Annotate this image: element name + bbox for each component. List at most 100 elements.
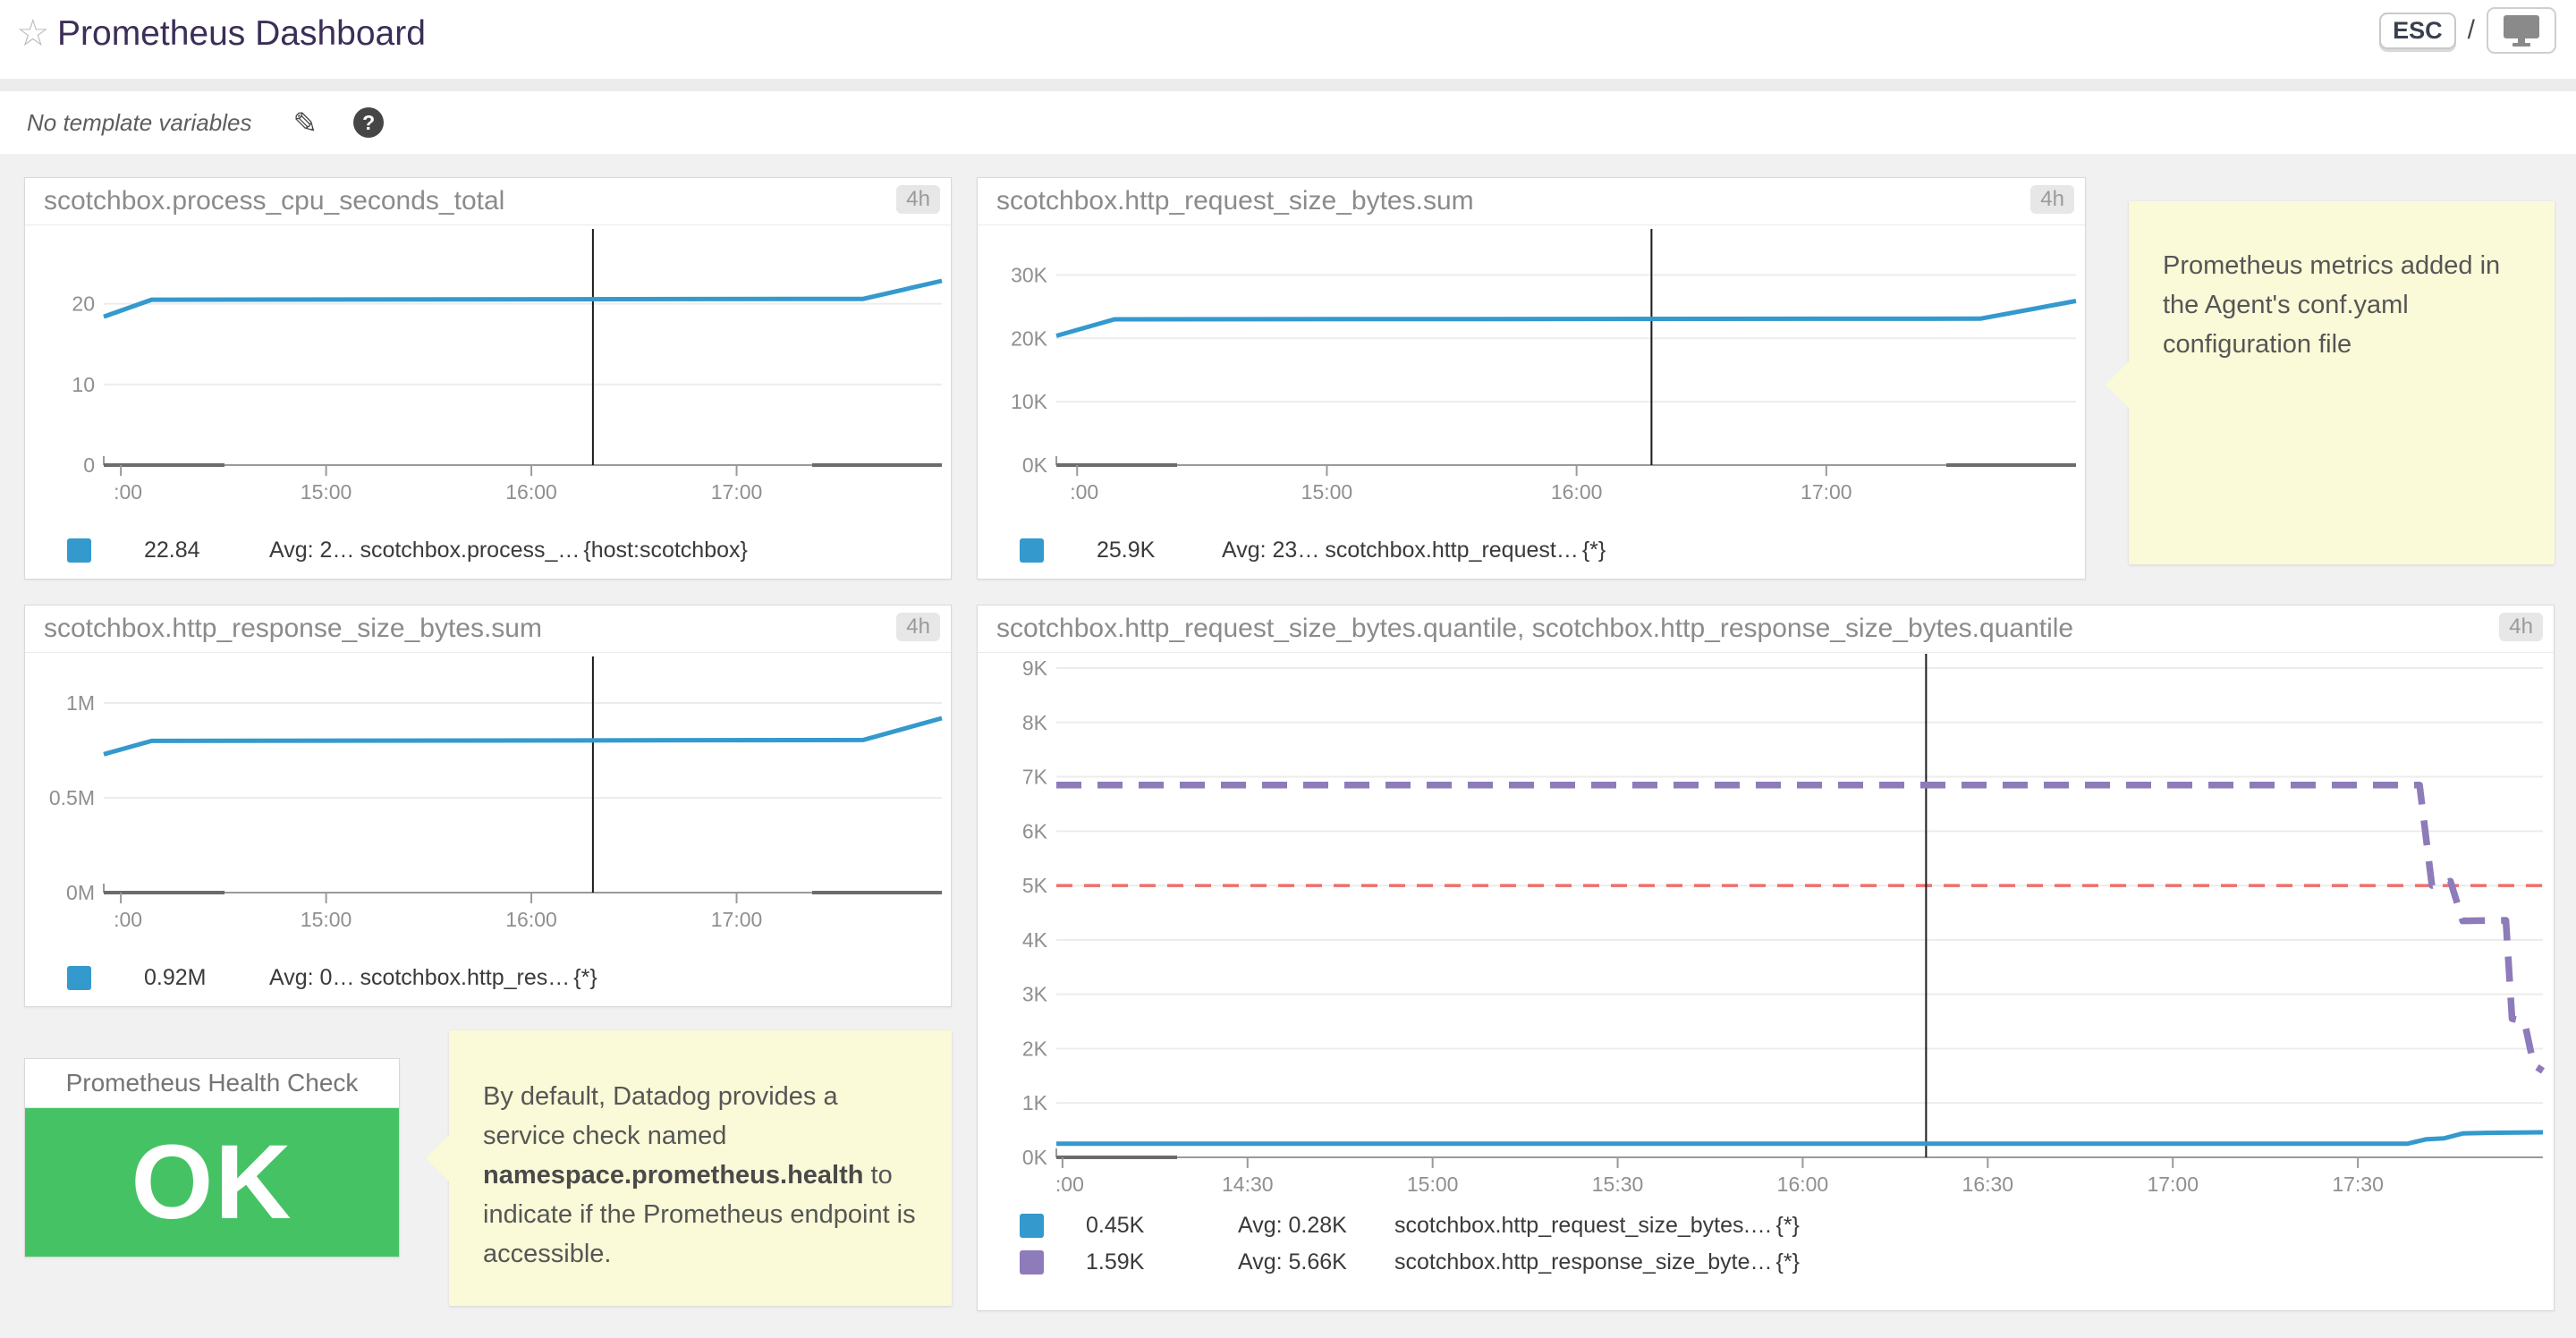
svg-text:17:00: 17:00 (1801, 480, 1852, 504)
svg-text:20K: 20K (1011, 326, 1048, 350)
svg-text:0K: 0K (1022, 453, 1048, 477)
svg-text:2K: 2K (1022, 1037, 1048, 1060)
legend-avg: Avg: 5.66K (1238, 1249, 1394, 1275)
health-check-title: Prometheus Health Check (25, 1059, 399, 1108)
chart-legend: 25.9KAvg: 23…scotchbox.http_request…{*} (978, 520, 2085, 580)
svg-text:30K: 30K (1011, 263, 1048, 286)
tv-mode-button[interactable] (2487, 7, 2556, 54)
legend-metric: scotchbox.http_res… (360, 965, 570, 991)
chart-card-process-cpu: scotchbox.process_cpu_seconds_total 4h 0… (24, 177, 952, 580)
chart-legend: 22.84Avg: 2…scotchbox.process_…{host:sco… (25, 520, 951, 580)
svg-text:14:30: 14:30 (1222, 1173, 1274, 1196)
svg-text:5K: 5K (1022, 874, 1048, 897)
svg-text:4K: 4K (1022, 928, 1048, 952)
timeframe-badge: 4h (896, 613, 940, 641)
svg-text:16:00: 16:00 (1551, 480, 1603, 504)
note-text: Prometheus metrics added in the Agent's … (2129, 201, 2555, 364)
health-check-widget: Prometheus Health Check OK (24, 1058, 400, 1258)
dashboard-header: ☆ Prometheus Dashboard ESC / (0, 0, 2576, 79)
svg-text:16:00: 16:00 (505, 480, 557, 504)
legend-avg: Avg: 2… (269, 538, 354, 563)
legend-avg: Avg: 0.28K (1238, 1213, 1394, 1239)
chart-plot[interactable]: 0K 10K 20K 30K :00 15:00 16:00 17:00 (978, 225, 2087, 521)
legend-row[interactable]: 22.84Avg: 2…scotchbox.process_…{host:sco… (67, 538, 951, 563)
svg-text:15:30: 15:30 (1592, 1173, 1644, 1196)
svg-text::00: :00 (114, 908, 142, 931)
svg-text:17:00: 17:00 (711, 480, 763, 504)
chart-title: scotchbox.process_cpu_seconds_total (25, 178, 951, 224)
chart-card-request-size: scotchbox.http_request_size_bytes.sum 4h… (977, 177, 2086, 580)
note-service-check: By default, Datadog provides a service c… (449, 1030, 952, 1306)
note-arrow (2106, 360, 2130, 409)
svg-text:17:30: 17:30 (2332, 1173, 2384, 1196)
svg-text:1M: 1M (66, 691, 95, 715)
legend-row[interactable]: 0.45KAvg: 0.28Kscotchbox.http_request_si… (1020, 1213, 2554, 1239)
svg-text:17:00: 17:00 (711, 908, 763, 931)
help-icon[interactable]: ? (353, 107, 384, 138)
chart-card-header: scotchbox.http_request_size_bytes.sum 4h (978, 178, 2085, 225)
svg-text:16:00: 16:00 (505, 908, 557, 931)
legend-swatch (1020, 1214, 1044, 1238)
svg-text:0: 0 (83, 453, 95, 477)
svg-text:0.5M: 0.5M (49, 786, 95, 809)
svg-text:15:00: 15:00 (301, 908, 352, 931)
page-title: Prometheus Dashboard (57, 14, 426, 54)
legend-scope: {*} (1775, 1249, 1799, 1275)
legend-row[interactable]: 25.9KAvg: 23…scotchbox.http_request…{*} (1020, 538, 2085, 563)
legend-swatch (67, 538, 91, 563)
svg-text::00: :00 (1070, 480, 1098, 504)
legend-scope: {*} (1582, 538, 1606, 563)
chart-card-header: scotchbox.http_response_size_bytes.sum 4… (25, 605, 951, 653)
note-text: By default, Datadog provides a service c… (449, 1030, 952, 1274)
shortcut-separator: / (2468, 15, 2475, 46)
timeframe-badge: 4h (2499, 613, 2543, 641)
chart-plot[interactable]: 0K1K2K3K4K5K6K7K8K9K:0014:3015:0015:3016… (978, 653, 2555, 1200)
svg-text:0M: 0M (66, 881, 95, 904)
svg-text:17:00: 17:00 (2147, 1173, 2199, 1196)
chart-plot[interactable]: 01020:0015:0016:0017:00 (25, 225, 953, 521)
chart-title: scotchbox.http_request_size_bytes.quanti… (978, 605, 2554, 652)
timeframe-badge: 4h (896, 185, 940, 214)
legend-metric: scotchbox.http_request… (1325, 538, 1579, 563)
svg-text:15:00: 15:00 (1301, 480, 1353, 504)
legend-scope: {host:scotchbox} (583, 538, 747, 563)
legend-value: 0.92M (144, 965, 269, 991)
svg-text:7K: 7K (1022, 766, 1048, 789)
legend-swatch (1020, 538, 1044, 563)
edit-pencil-icon[interactable]: ✎ (292, 108, 318, 138)
chart-title: scotchbox.http_response_size_bytes.sum (25, 605, 951, 652)
legend-value: 0.45K (1086, 1213, 1238, 1239)
chart-plot[interactable]: 0M 0.5M 1M :00 15:00 16:00 17:00 (25, 653, 953, 948)
esc-key-button[interactable]: ESC (2379, 13, 2456, 49)
legend-swatch (1020, 1250, 1044, 1274)
svg-text:16:00: 16:00 (1777, 1173, 1829, 1196)
legend-value: 22.84 (144, 538, 269, 563)
header-divider (0, 79, 2576, 91)
template-variables-label: No template variables (27, 109, 251, 137)
template-variables-bar: No template variables ✎ ? (0, 91, 2576, 154)
favorite-star-icon[interactable]: ☆ (16, 14, 50, 52)
health-check-status: OK (25, 1108, 399, 1257)
legend-row[interactable]: 1.59KAvg: 5.66Kscotchbox.http_response_s… (1020, 1249, 2554, 1275)
legend-metric: scotchbox.http_response_size_byte… (1394, 1249, 1772, 1275)
legend-metric: scotchbox.process_… (360, 538, 580, 563)
chart-card-response-size: scotchbox.http_response_size_bytes.sum 4… (24, 605, 952, 1007)
legend-swatch (67, 966, 91, 990)
svg-text:1K: 1K (1022, 1091, 1048, 1114)
svg-text::00: :00 (1055, 1173, 1084, 1196)
legend-metric: scotchbox.http_request_size_bytes.… (1394, 1213, 1772, 1239)
chart-legend: 0.45KAvg: 0.28Kscotchbox.http_request_si… (978, 1199, 2554, 1289)
svg-text:15:00: 15:00 (301, 480, 352, 504)
chart-card-header: scotchbox.http_request_size_bytes.quanti… (978, 605, 2554, 653)
svg-text:20: 20 (72, 292, 95, 316)
svg-text:9K: 9K (1022, 656, 1048, 680)
legend-row[interactable]: 0.92MAvg: 0…scotchbox.http_res…{*} (67, 965, 951, 991)
svg-text:8K: 8K (1022, 711, 1048, 734)
svg-text:10K: 10K (1011, 390, 1048, 413)
timeframe-badge: 4h (2030, 185, 2074, 214)
header-actions: ESC / (2379, 7, 2556, 54)
svg-text:15:00: 15:00 (1407, 1173, 1459, 1196)
legend-value: 25.9K (1097, 538, 1222, 563)
legend-avg: Avg: 23… (1222, 538, 1319, 563)
chart-title: scotchbox.http_request_size_bytes.sum (978, 178, 2085, 224)
